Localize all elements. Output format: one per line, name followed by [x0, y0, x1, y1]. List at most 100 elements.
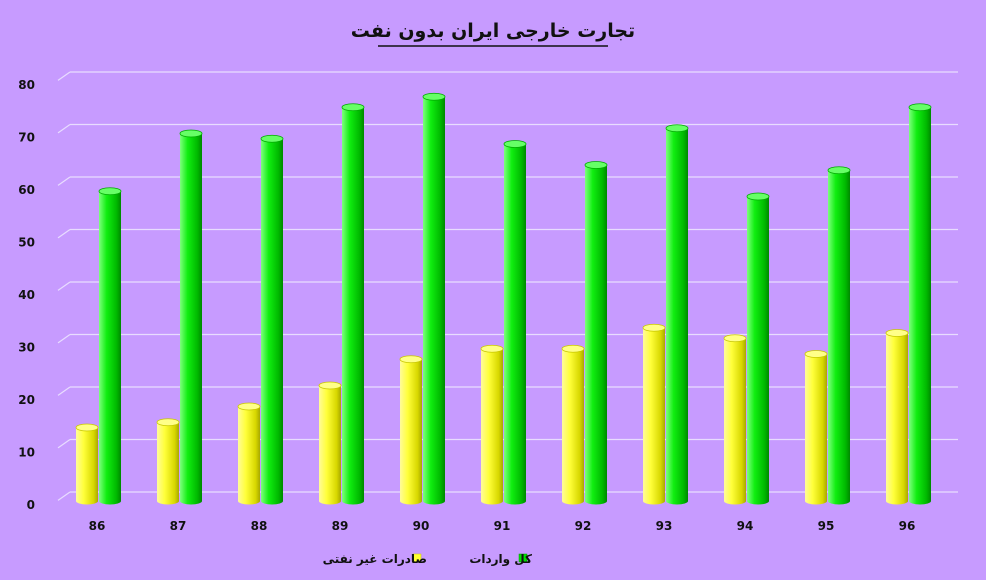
- bar-base-cap: [99, 497, 121, 505]
- legend-swatch-imports: [518, 553, 528, 563]
- gridline-slant: [57, 491, 71, 501]
- legend-label-imports: کل واردات: [469, 552, 532, 567]
- bar-exports: [805, 354, 827, 501]
- bar-base-cap: [724, 497, 746, 505]
- bar-top-cap: [98, 187, 122, 196]
- bar-top-cap: [156, 418, 180, 427]
- bar-exports: [886, 333, 908, 501]
- y-tick-label: 80: [18, 78, 35, 92]
- bar-top-cap: [237, 402, 261, 411]
- x-axis: 86 87 88 89 90 91 92 93 94 95 96: [89, 519, 916, 533]
- bar-base-cap: [643, 497, 665, 505]
- bar-top-cap: [561, 344, 585, 353]
- y-tick-label: 60: [18, 183, 35, 197]
- bar-top-cap: [746, 192, 770, 201]
- bar-imports: [666, 128, 688, 501]
- bar-top-cap: [584, 161, 608, 169]
- gridline-slant: [57, 386, 71, 396]
- bar-imports: [747, 196, 769, 501]
- bar-base-cap: [342, 497, 364, 505]
- bar-imports: [261, 138, 283, 501]
- bars: [75, 92, 932, 505]
- bar-base-cap: [666, 497, 688, 505]
- bar-top-cap: [179, 129, 203, 138]
- bar-exports: [76, 427, 98, 501]
- chart-title: تجارت خارجی ایران بدون نفت: [351, 20, 635, 47]
- x-tick-label: 94: [737, 519, 754, 533]
- bar-exports: [481, 348, 503, 501]
- bar-base-cap: [805, 497, 827, 505]
- bar-top-cap: [908, 103, 932, 112]
- x-tick-label: 91: [494, 519, 511, 533]
- bar-base-cap: [562, 497, 584, 505]
- gridline-slant: [57, 71, 71, 81]
- y-tick-label: 70: [18, 131, 35, 145]
- bar-top-cap: [422, 92, 446, 101]
- bar-base-cap: [261, 497, 283, 505]
- bar-top-cap: [399, 355, 423, 364]
- bar-base-cap: [909, 497, 931, 505]
- x-tick-label: 86: [89, 519, 106, 533]
- x-tick-label: 93: [656, 519, 673, 533]
- bar-imports: [180, 133, 202, 501]
- bar-exports: [157, 422, 179, 501]
- bar-exports: [562, 348, 584, 501]
- y-axis: 0 10 20 30 40 50 60 70 80: [18, 78, 35, 512]
- bar-base-cap: [76, 497, 98, 505]
- gridline-slant: [57, 229, 71, 239]
- y-tick-label: 0: [27, 498, 35, 512]
- bar-top-cap: [804, 350, 828, 358]
- bar-imports: [342, 107, 364, 501]
- bar-top-cap: [723, 334, 747, 343]
- bar-top-cap: [75, 423, 99, 432]
- x-tick-label: 90: [413, 519, 430, 533]
- bar-base-cap: [319, 497, 341, 505]
- bar-exports: [319, 385, 341, 501]
- bar-exports: [238, 406, 260, 501]
- x-tick-label: 96: [899, 519, 916, 533]
- bar-imports: [585, 165, 607, 501]
- bar-imports: [909, 107, 931, 501]
- bar-imports: [99, 191, 121, 501]
- bar-top-cap: [318, 381, 342, 390]
- bar-exports: [400, 359, 422, 501]
- gridline-slant: [57, 176, 71, 186]
- x-tick-label: 87: [170, 519, 187, 533]
- bar-base-cap: [504, 497, 526, 505]
- bar-base-cap: [585, 497, 607, 505]
- bar-top-cap: [503, 140, 527, 148]
- gridline-slant: [57, 334, 71, 344]
- bar-top-cap: [885, 329, 909, 337]
- y-tick-label: 30: [18, 341, 35, 355]
- bar-top-cap: [341, 103, 365, 112]
- x-tick-label: 89: [332, 519, 349, 533]
- bar-base-cap: [400, 497, 422, 505]
- y-tick-label: 10: [18, 446, 35, 460]
- bar-top-cap: [665, 124, 689, 133]
- bar-base-cap: [886, 497, 908, 505]
- y-tick-label: 20: [18, 393, 35, 407]
- bar-base-cap: [747, 497, 769, 505]
- legend-swatch-exports: [412, 553, 422, 563]
- bar-exports: [724, 338, 746, 501]
- gridline-slant: [57, 439, 71, 449]
- bar-base-cap: [238, 497, 260, 505]
- bar-top-cap: [642, 323, 666, 332]
- bar-imports: [423, 96, 445, 501]
- bar-base-cap: [423, 497, 445, 505]
- bar-top-cap: [827, 166, 851, 175]
- bar-exports: [643, 327, 665, 501]
- legend-label-exports: صادرات غیر نفتی: [323, 552, 427, 566]
- x-tick-label: 95: [818, 519, 835, 533]
- bar-base-cap: [180, 497, 202, 505]
- x-tick-label: 88: [251, 519, 268, 533]
- gridline-slant: [57, 124, 71, 134]
- bar-base-cap: [481, 497, 503, 505]
- bar-base-cap: [157, 497, 179, 505]
- chart-title-text: تجارت خارجی ایران بدون نفت: [351, 20, 635, 42]
- gridline-slant: [57, 281, 71, 291]
- legend: صادرات غیر نفتی کل واردات: [323, 552, 532, 567]
- bar-imports: [828, 170, 850, 501]
